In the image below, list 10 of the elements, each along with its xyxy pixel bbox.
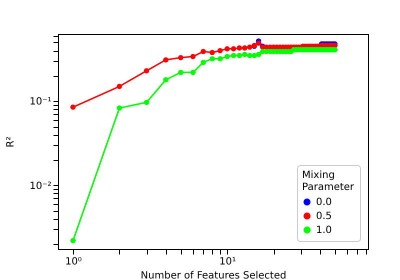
x-axis-title: Number of Features Selected [140,270,286,280]
y-tick-label: 10⁻¹ [29,96,52,108]
legend-label: 1.0 [316,225,332,236]
y-axis-title: R² [5,136,16,148]
legend-label: 0.5 [316,211,332,222]
y-tick-label: 10⁻² [29,180,52,192]
x-tick-label: 10⁰ [65,256,82,268]
legend-label: 0.0 [316,197,332,208]
x-tick-label: 10¹ [219,256,236,268]
legend-title: Mixing Parameter [302,170,355,193]
